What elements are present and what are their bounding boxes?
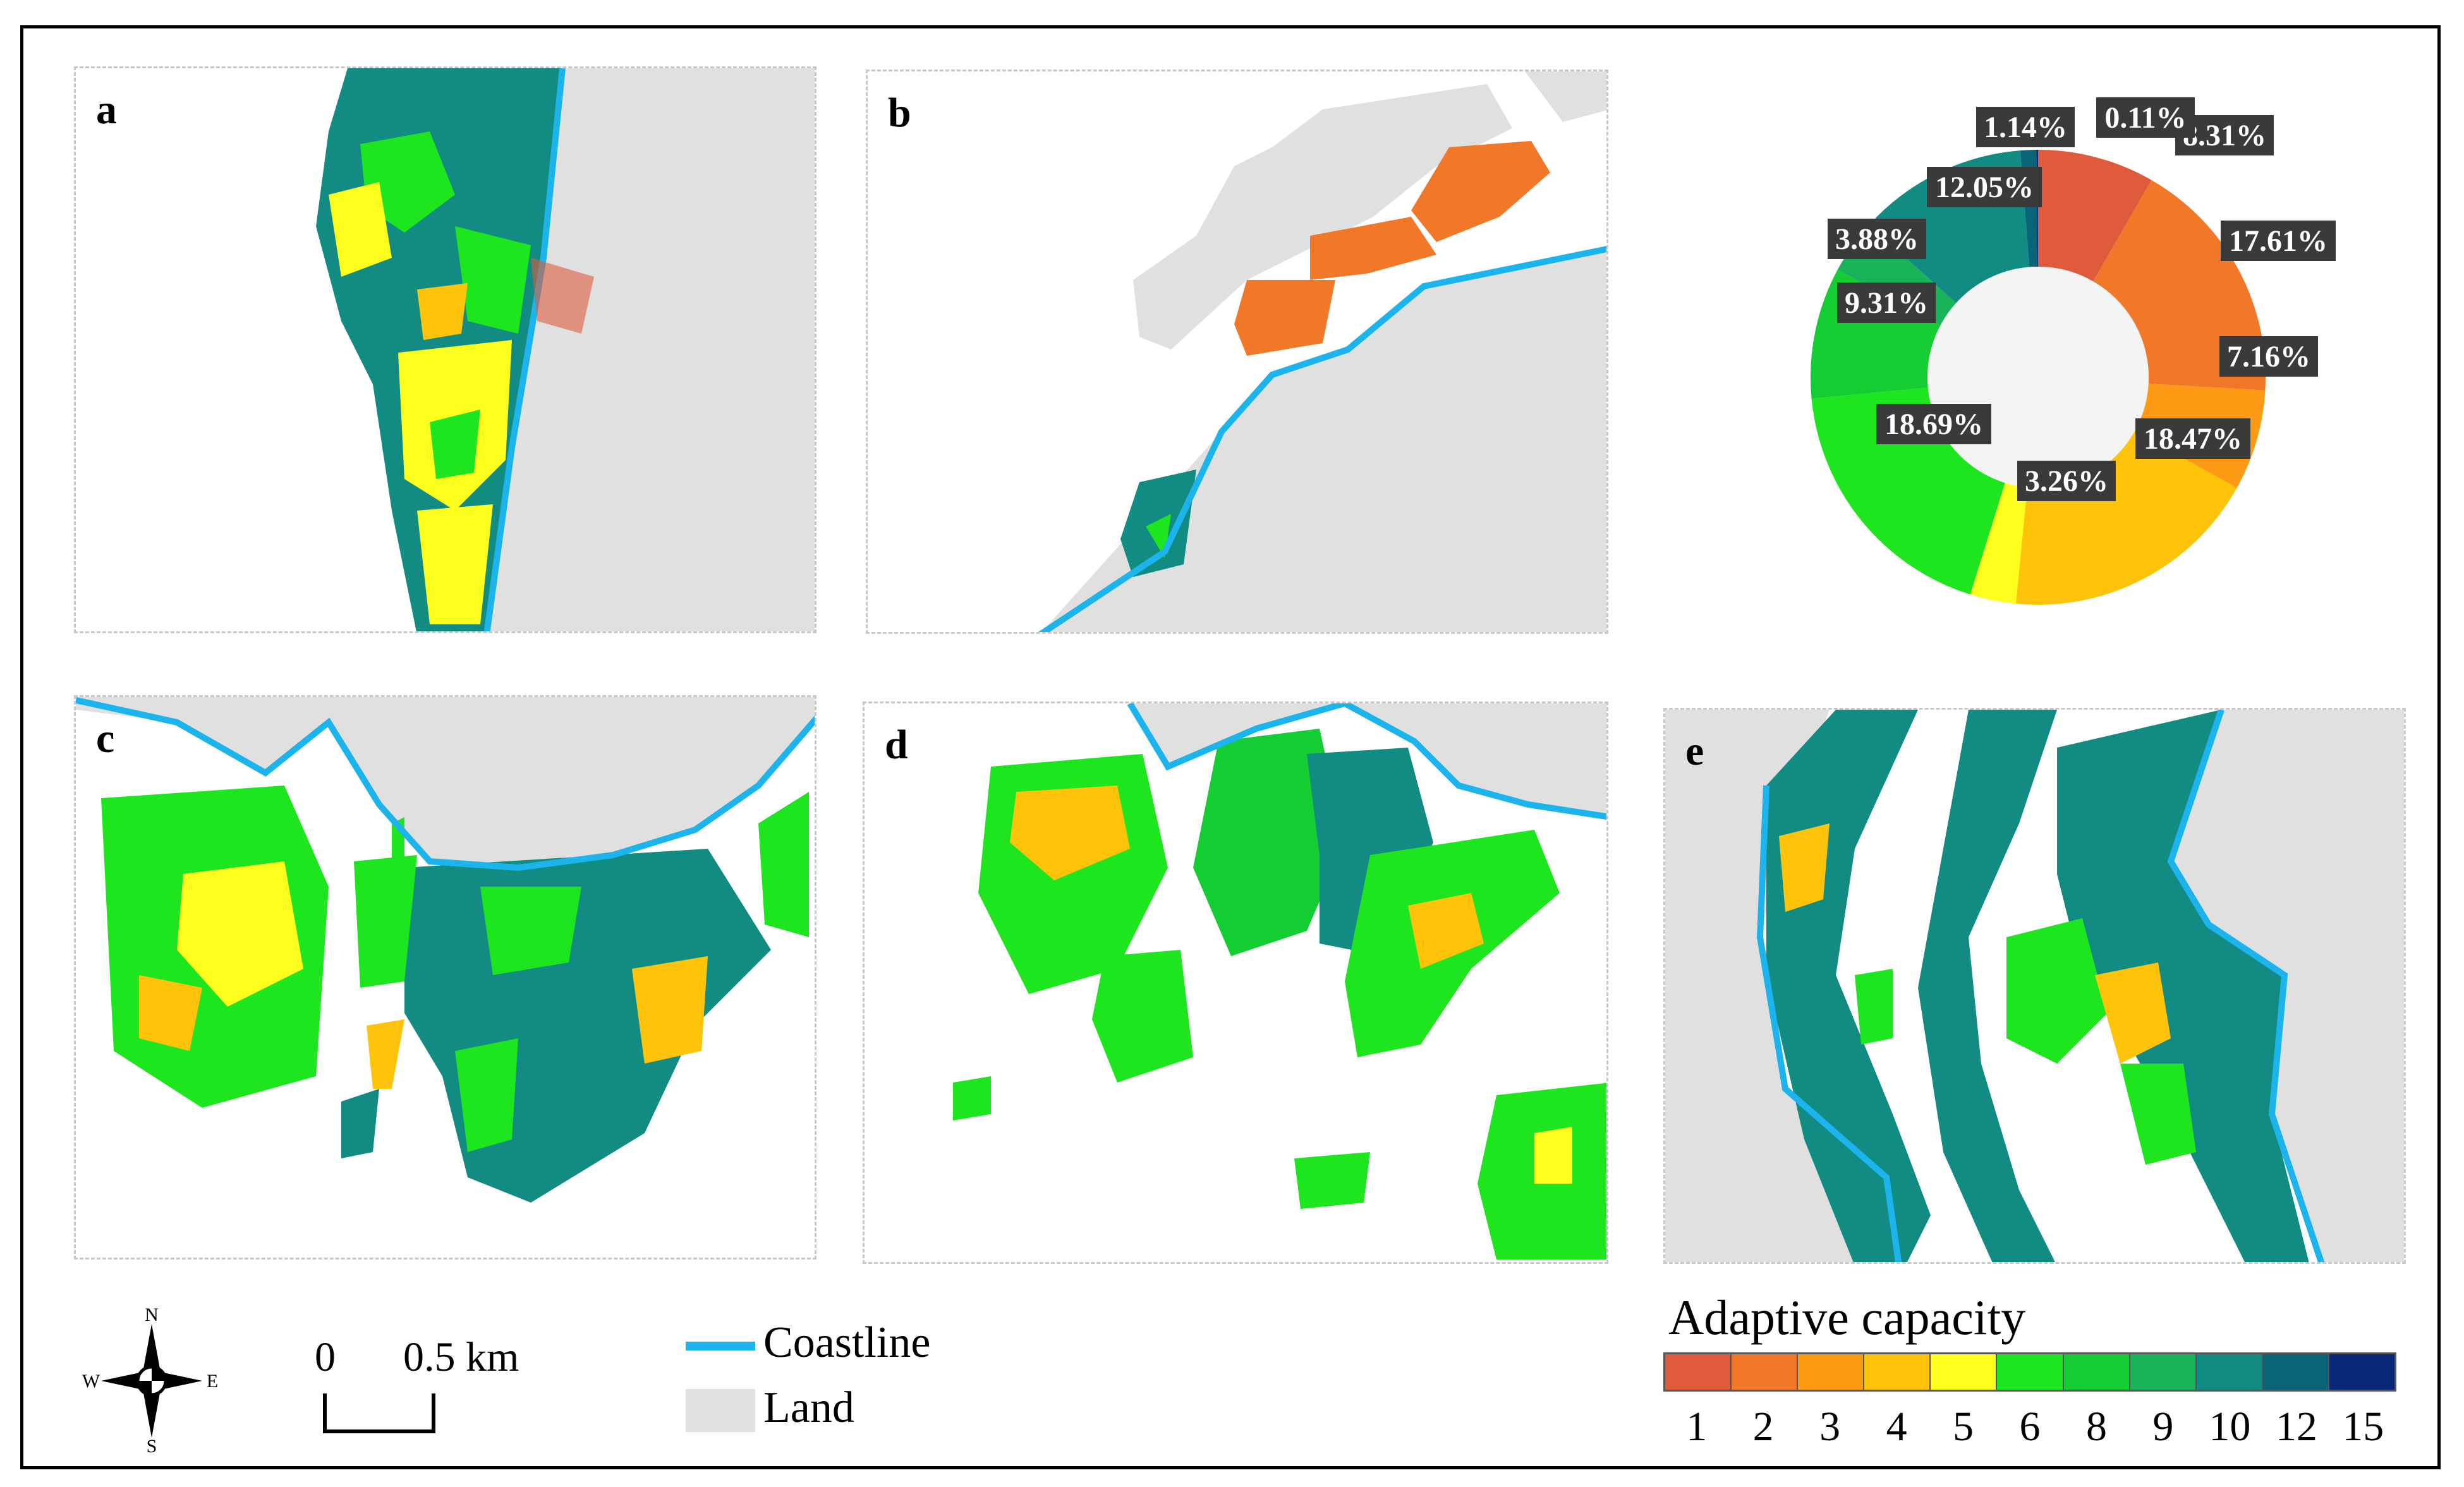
ramp-swatch-3 xyxy=(1798,1354,1865,1390)
ramp-swatch-5 xyxy=(1931,1354,1998,1390)
donut-slice-class-1 xyxy=(2038,150,2152,282)
ramp-tick-label: 6 xyxy=(2019,1404,2041,1450)
ramp-swatch-10 xyxy=(2196,1354,2263,1390)
coastline-legend-label: Coastline xyxy=(763,1318,931,1367)
ramp-swatch-4 xyxy=(1864,1354,1931,1390)
donut-data-label-class-10: 12.05% xyxy=(1927,167,2042,207)
ramp-swatch-1 xyxy=(1665,1354,1732,1390)
land-legend-label: Land xyxy=(763,1383,854,1432)
ramp-tick-label: 3 xyxy=(1819,1404,1841,1450)
donut-data-label-class-15: 0.11% xyxy=(2096,97,2195,138)
land-area xyxy=(76,697,815,868)
coastline xyxy=(1756,785,1902,1262)
svg-text:12.05%: 12.05% xyxy=(1935,171,2034,204)
coastline xyxy=(483,68,566,631)
adaptive-capacity-title: Adaptive capacity xyxy=(1668,1290,2026,1345)
compass-west: W xyxy=(82,1371,100,1392)
ramp-tick-label: 15 xyxy=(2342,1404,2384,1450)
ramp-tick-label: 1 xyxy=(1686,1404,1708,1450)
adaptive-capacity-donut-chart: 8.31% 17.61% 7.16% 18.47% 3.26% 18.69% 9.31% 3.… xyxy=(1811,97,2336,605)
donut-data-label-class-6: 18.69% xyxy=(1876,404,1991,444)
donut-data-label-class-9: 3.88% xyxy=(1828,219,1926,259)
scale-bar xyxy=(323,1393,435,1433)
svg-text:3.88%: 3.88% xyxy=(1835,222,1919,256)
land-legend-swatch xyxy=(686,1389,755,1432)
compass-south: S xyxy=(147,1436,157,1454)
donut-data-label-class-5: 3.26% xyxy=(2017,461,2116,501)
ramp-tick-label: 5 xyxy=(1953,1404,1974,1450)
map-a-graphic xyxy=(316,68,815,631)
ramp-swatch-2 xyxy=(1732,1354,1799,1390)
ramp-swatch-9 xyxy=(2130,1354,2197,1390)
land-area xyxy=(2171,710,2404,1262)
panel-label-e: e xyxy=(1685,728,1704,774)
map-panel-a: a xyxy=(74,66,816,633)
ramp-tick-label: 2 xyxy=(1752,1404,1774,1450)
map-panel-b: b xyxy=(866,70,1608,634)
panel-label-a: a xyxy=(96,87,117,133)
map-panel-d: d xyxy=(863,701,1608,1264)
compass-east: E xyxy=(207,1371,218,1392)
ramp-swatch-15 xyxy=(2329,1354,2395,1390)
adaptive-capacity-color-ramp xyxy=(1663,1352,2396,1392)
map-c-graphic xyxy=(76,697,815,1203)
ramp-swatch-8 xyxy=(2063,1354,2130,1390)
donut-slice-class-6 xyxy=(1811,387,2005,595)
land-area xyxy=(1665,710,1899,1262)
ramp-swatch-6 xyxy=(1997,1354,2064,1390)
ramp-tick-label: 10 xyxy=(2209,1404,2251,1450)
compass-icon: N S W E xyxy=(82,1308,218,1454)
coastline-legend-swatch xyxy=(686,1342,755,1350)
svg-text:9.31%: 9.31% xyxy=(1845,286,1928,320)
coastline xyxy=(76,697,815,871)
ramp-tick-label: 12 xyxy=(2275,1404,2317,1450)
figure-frame xyxy=(20,25,2441,1469)
donut-slice-class-5 xyxy=(1970,483,2027,604)
map-panel-c: c xyxy=(74,695,816,1259)
ramp-tick-label: 4 xyxy=(1886,1404,1907,1450)
land-area xyxy=(1525,71,1606,122)
svg-text:17.61%: 17.61% xyxy=(2229,224,2327,258)
scale-start-label: 0 xyxy=(315,1334,336,1380)
map-panel-e: e xyxy=(1663,708,2406,1264)
panel-label-b: b xyxy=(888,90,911,136)
ramp-tick-label: 9 xyxy=(2152,1404,2174,1450)
donut-data-label-class-4: 18.47% xyxy=(2135,418,2250,459)
panel-label-d: d xyxy=(885,722,908,768)
svg-text:0.11%: 0.11% xyxy=(2104,101,2186,135)
donut-data-label-class-8: 9.31% xyxy=(1837,282,1936,323)
coastline xyxy=(1038,246,1606,632)
svg-text:3.26%: 3.26% xyxy=(2025,464,2108,498)
map-d-graphic xyxy=(953,703,1606,1259)
svg-text:8.31%: 8.31% xyxy=(2183,119,2266,152)
donut-data-label-class-12: 1.14% xyxy=(1976,107,2075,147)
map-e-graphic xyxy=(1665,710,2404,1262)
donut-data-label-class-2: 17.61% xyxy=(2221,221,2336,261)
land-area xyxy=(481,68,815,631)
donut-slice-class-4 xyxy=(2015,431,2237,605)
ramp-swatch-12 xyxy=(2262,1354,2329,1390)
map-b-graphic xyxy=(1038,71,1606,632)
coastline xyxy=(1127,703,1606,820)
coastline xyxy=(2167,710,2325,1262)
scale-end-label: 0.5 km xyxy=(403,1334,519,1380)
compass-north: N xyxy=(145,1308,159,1325)
svg-text:1.14%: 1.14% xyxy=(1984,111,2067,144)
ramp-tick-label: 8 xyxy=(2085,1404,2107,1450)
panel-label-c: c xyxy=(96,715,115,762)
donut-data-label-class-3: 7.16% xyxy=(2219,336,2318,377)
svg-text:7.16%: 7.16% xyxy=(2227,340,2310,373)
svg-text:18.47%: 18.47% xyxy=(2144,422,2242,456)
donut-hole xyxy=(1927,267,2149,488)
svg-text:18.69%: 18.69% xyxy=(1884,408,1983,441)
